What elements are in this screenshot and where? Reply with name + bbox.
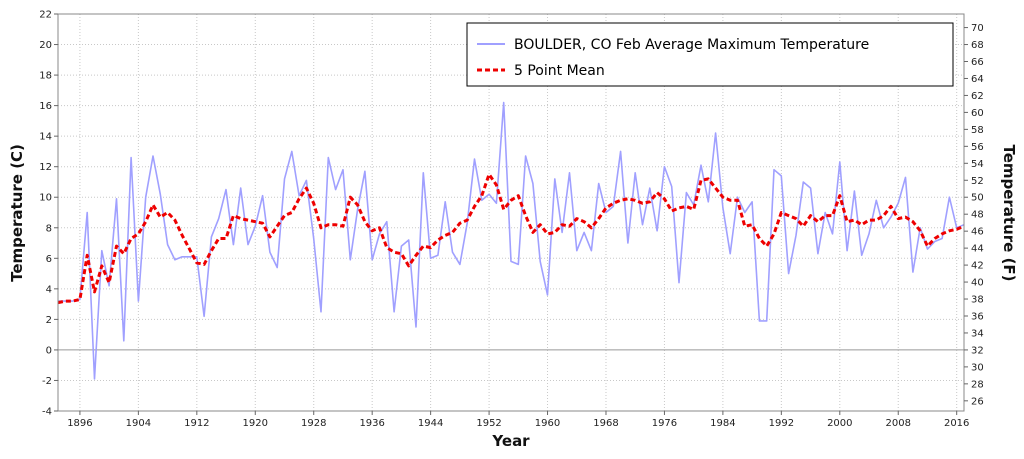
y-tick-label-right: 30: [971, 362, 984, 373]
y-tick-label-right: 68: [971, 40, 984, 51]
axis-layer: 1896 1904 1912 1920 1928 1936 1944 1952 1960 1968…: [39, 10, 983, 430]
x-tick-label: 1920: [243, 418, 268, 429]
y-tick-label-right: 32: [971, 345, 984, 356]
x-tick-label: 1944: [418, 418, 443, 429]
y-tick-label-right: 44: [971, 244, 984, 255]
y-tick-label-left: 18: [39, 71, 52, 82]
y-tick-label-right: 28: [971, 379, 984, 390]
y-tick-label-left: 22: [39, 10, 52, 21]
y-tick-label-left: 4: [46, 284, 52, 295]
y-tick-label-left: 12: [39, 162, 52, 173]
plot-frame: [57, 13, 965, 412]
x-tick-label: 1976: [652, 418, 677, 429]
x-tick-label: 1904: [126, 418, 151, 429]
x-tick-label: 1936: [359, 418, 384, 429]
x-tick-label: 1960: [535, 418, 560, 429]
x-tick-label: 2008: [886, 418, 911, 429]
x-tick-label: 1912: [184, 418, 209, 429]
y-tick-label-right: 42: [971, 261, 984, 272]
x-tick-label: 2000: [827, 418, 852, 429]
y-tick-label-left: 16: [39, 101, 52, 112]
y-tick-label-right: 40: [971, 278, 984, 289]
legend-box: [466, 22, 954, 87]
y-tick-label-right: 38: [971, 295, 984, 306]
y-tick-label-left: 14: [39, 132, 52, 143]
series-line-5-point-mean: [57, 172, 965, 305]
y-tick-label-right: 62: [971, 91, 984, 102]
legend-label-mean: 5 Point Mean: [514, 63, 605, 79]
y-tick-label-right: 60: [971, 108, 984, 119]
legend-label-temperature: BOULDER, CO Feb Average Maximum Temperat…: [514, 37, 869, 53]
y-axis-title-left: Temperature (C): [8, 144, 26, 282]
y-tick-label-left: 0: [46, 345, 52, 356]
series-layer: [57, 101, 965, 380]
y-tick-label-right: 70: [971, 23, 984, 34]
y-axis-title-right: Temperature (F): [1000, 144, 1018, 281]
y-tick-label-right: 52: [971, 176, 984, 187]
x-tick-label: 1992: [769, 418, 794, 429]
y-tick-label-right: 26: [971, 396, 984, 407]
series-line-temperature: [58, 101, 965, 380]
y-tick-label-right: 64: [971, 74, 984, 85]
y-tick-label-right: 66: [971, 57, 984, 68]
y-tick-label-right: 50: [971, 193, 984, 204]
y-tick-label-right: 56: [971, 142, 984, 153]
x-axis-title: Year: [491, 432, 530, 450]
y-tick-label-left: 6: [46, 254, 52, 265]
y-tick-label-right: 48: [971, 210, 984, 221]
x-tick-label: 1968: [593, 418, 618, 429]
y-tick-label-left: -2: [42, 376, 52, 387]
x-tick-label: 2016: [944, 418, 969, 429]
x-tick-label: 1952: [476, 418, 501, 429]
y-tick-label-left: 2: [46, 315, 52, 326]
y-tick-label-right: 34: [971, 328, 984, 339]
y-tick-label-right: 36: [971, 311, 984, 322]
x-tick-label: 1928: [301, 418, 326, 429]
y-tick-label-right: 54: [971, 159, 984, 170]
legend: BOULDER, CO Feb Average Maximum Temperat…: [466, 22, 954, 87]
y-tick-label-left: 8: [46, 223, 52, 234]
y-tick-label-left: -4: [42, 407, 52, 418]
y-tick-label-right: 58: [971, 125, 984, 136]
x-tick-label: 1984: [710, 418, 735, 429]
x-tick-label: 1896: [67, 418, 92, 429]
y-tick-label-left: 20: [39, 40, 52, 51]
y-tick-label-right: 46: [971, 227, 984, 238]
y-tick-label-left: 10: [39, 193, 52, 204]
